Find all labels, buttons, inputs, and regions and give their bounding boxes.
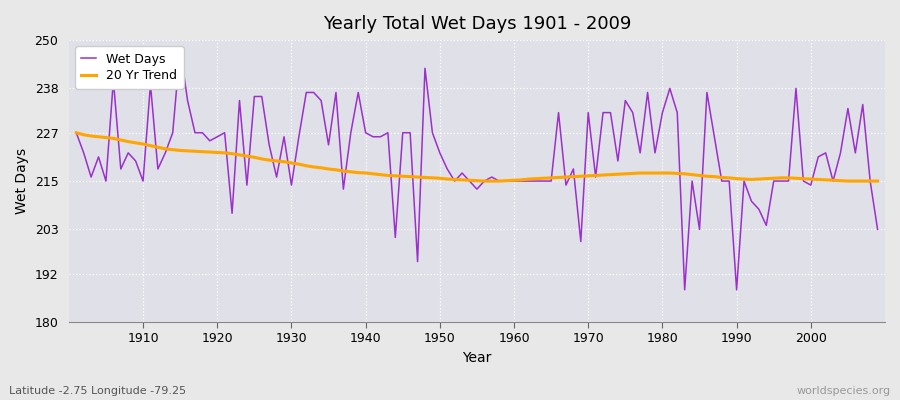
Wet Days: [508, 179, 519, 184]
20 Yr Trend: [130, 140, 141, 145]
Wet Days: [346, 130, 356, 135]
20 Yr Trend: [872, 179, 883, 184]
Line: Wet Days: Wet Days: [76, 48, 878, 290]
Line: 20 Yr Trend: 20 Yr Trend: [76, 133, 878, 181]
Wet Days: [130, 158, 141, 163]
Wet Days: [175, 46, 185, 50]
Text: worldspecies.org: worldspecies.org: [796, 386, 891, 396]
Title: Yearly Total Wet Days 1901 - 2009: Yearly Total Wet Days 1901 - 2009: [323, 15, 631, 33]
Legend: Wet Days, 20 Yr Trend: Wet Days, 20 Yr Trend: [75, 46, 184, 89]
Text: Latitude -2.75 Longitude -79.25: Latitude -2.75 Longitude -79.25: [9, 386, 186, 396]
20 Yr Trend: [508, 178, 519, 183]
20 Yr Trend: [479, 179, 490, 184]
Wet Days: [680, 288, 690, 292]
20 Yr Trend: [516, 178, 526, 182]
20 Yr Trend: [293, 162, 304, 166]
Wet Days: [301, 90, 311, 95]
20 Yr Trend: [71, 130, 82, 135]
20 Yr Trend: [338, 169, 349, 174]
Wet Days: [605, 110, 616, 115]
Wet Days: [516, 179, 526, 184]
Wet Days: [872, 227, 883, 232]
20 Yr Trend: [605, 172, 616, 177]
X-axis label: Year: Year: [463, 351, 491, 365]
Y-axis label: Wet Days: Wet Days: [15, 148, 29, 214]
Wet Days: [71, 130, 82, 135]
